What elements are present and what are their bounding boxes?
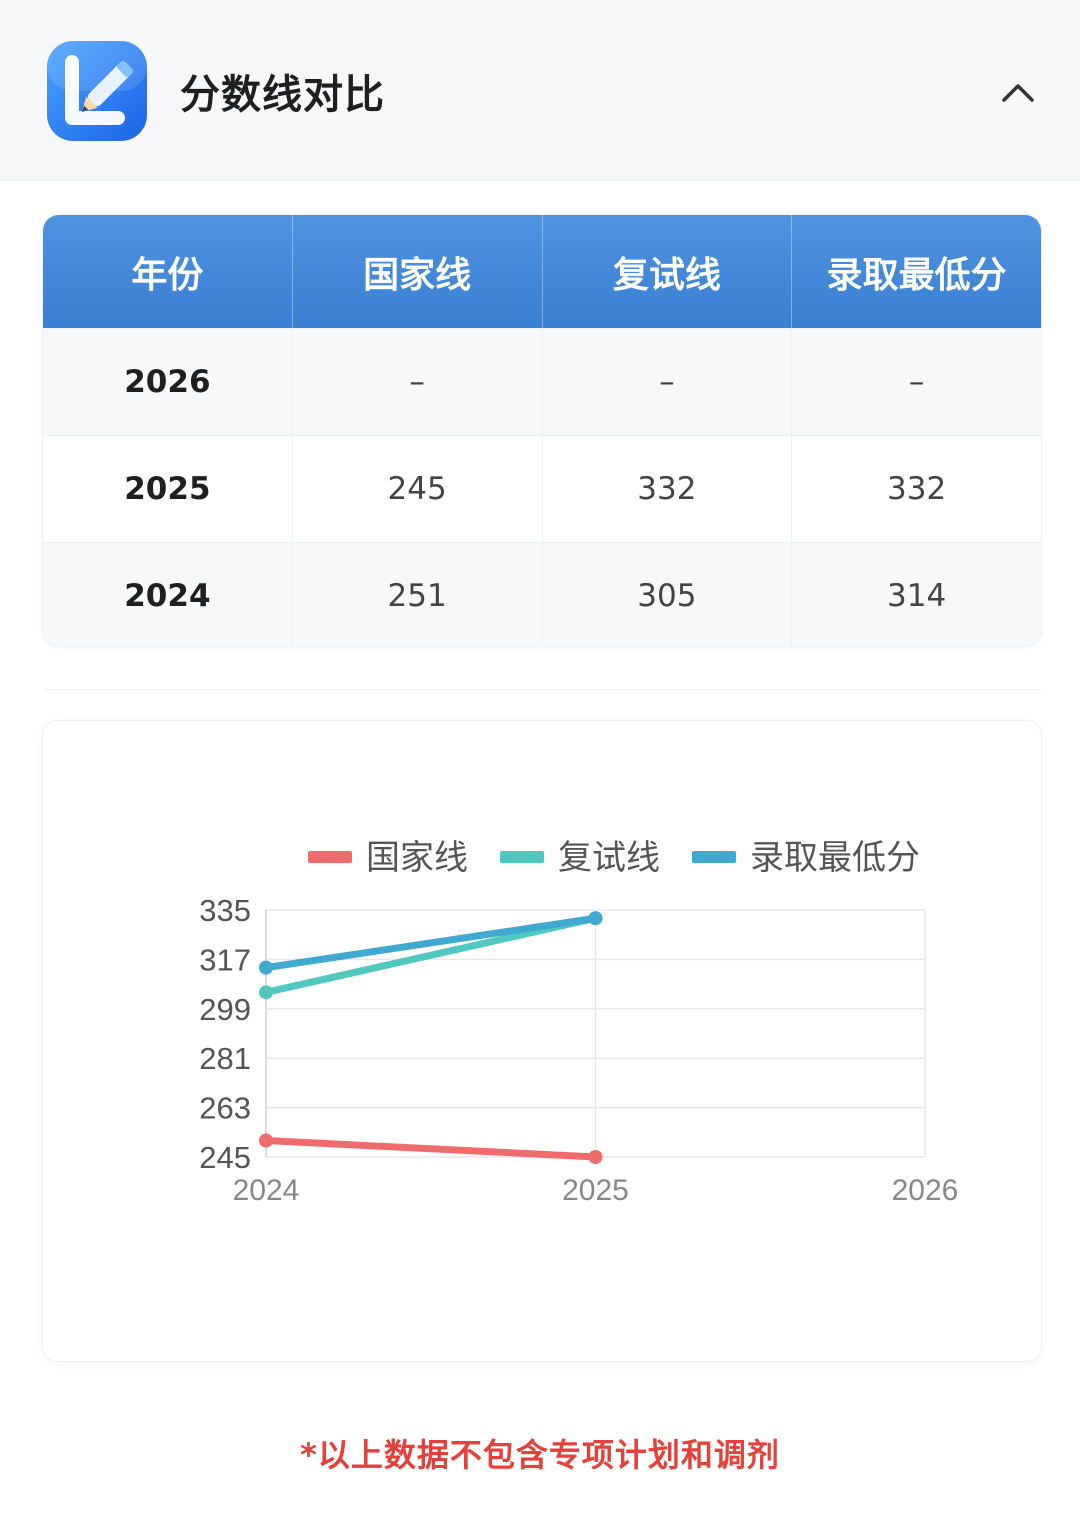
y-tick-label: 263 — [199, 1091, 251, 1126]
section-header: 分数线对比 — [0, 0, 1080, 181]
chart-series — [259, 911, 603, 1164]
legend-label: 国家线 — [366, 838, 468, 878]
series-line — [262, 1137, 599, 1161]
cell-year: 2026 — [43, 329, 293, 435]
cell-retest: 305 — [543, 543, 793, 646]
cell-min-admit: 314 — [887, 578, 947, 614]
score-line-chart: 国家线 复试线 录取最低分 245 263 281 299 317 335 2024 2025 2… — [43, 721, 1041, 1361]
table-row: 2024 251 305 314 — [43, 542, 1041, 646]
table-row: 2026 – – – — [43, 328, 1041, 435]
column-header-national: 国家线 — [293, 215, 543, 328]
y-tick-label: 299 — [199, 992, 251, 1027]
legend-swatch — [500, 851, 544, 863]
page-title: 分数线对比 — [180, 72, 385, 118]
chart-grid — [265, 909, 926, 1158]
column-header-year: 年份 — [43, 215, 293, 328]
chart-legend: 国家线 复试线 录取最低分 — [308, 838, 920, 878]
section-divider — [43, 689, 1041, 690]
table-header: 年份 国家线 复试线 录取最低分 — [43, 215, 1041, 328]
y-tick-label: 245 — [199, 1140, 251, 1175]
cell-national: 245 — [293, 436, 543, 542]
cell-min-admit: – — [908, 364, 925, 400]
footnote: *以上数据不包含专项计划和调剂 — [300, 1436, 780, 1474]
cell-year: 2024 — [43, 543, 293, 646]
cell-year: 2025 — [43, 436, 293, 542]
pencil-app-icon — [47, 41, 147, 141]
legend-swatch — [308, 851, 352, 863]
y-tick-label: 281 — [199, 1041, 251, 1076]
chevron-up-icon[interactable] — [990, 66, 1046, 116]
legend-label: 复试线 — [558, 838, 660, 878]
cell-retest: – — [543, 329, 793, 435]
legend-swatch — [692, 851, 736, 863]
x-axis-ticks: 2024 2025 2026 — [233, 1174, 959, 1207]
column-header-min-admit: 录取最低分 — [826, 254, 1007, 296]
data-point — [588, 1150, 603, 1164]
x-tick-label: 2026 — [892, 1174, 959, 1207]
cell-retest: 332 — [543, 436, 793, 542]
y-tick-label: 335 — [199, 893, 251, 928]
cell-national: 251 — [293, 543, 543, 646]
data-point — [259, 960, 273, 975]
series-line — [262, 914, 599, 972]
data-point — [259, 1133, 273, 1148]
data-point — [588, 911, 603, 926]
y-axis-ticks: 245 263 281 299 317 335 — [199, 893, 251, 1175]
column-header-retest: 复试线 — [543, 215, 793, 328]
cell-national: – — [293, 329, 543, 435]
legend-label: 录取最低分 — [750, 838, 920, 878]
x-tick-label: 2024 — [233, 1174, 300, 1207]
x-tick-label: 2025 — [562, 1174, 629, 1207]
series-line — [262, 914, 599, 996]
cell-min-admit: 332 — [887, 471, 947, 507]
score-table: 年份 国家线 复试线 录取最低分 2026 – – – 2025 245 332… — [43, 215, 1041, 646]
table-row: 2025 245 332 332 — [43, 435, 1041, 542]
y-tick-label: 317 — [199, 942, 251, 977]
data-point — [259, 985, 273, 1000]
